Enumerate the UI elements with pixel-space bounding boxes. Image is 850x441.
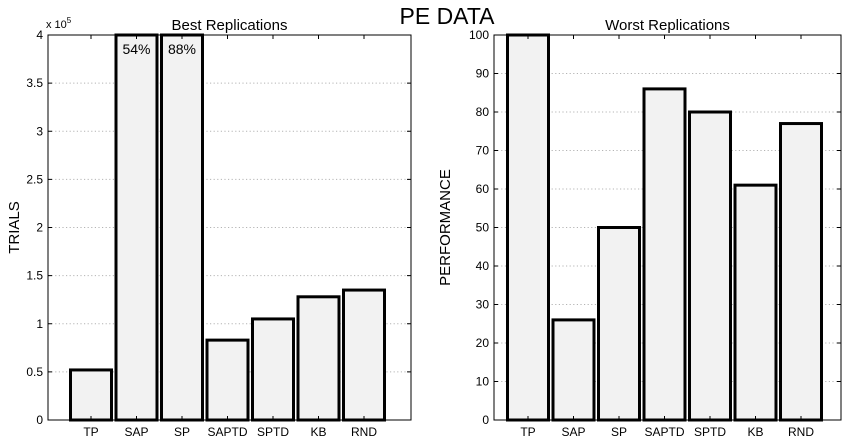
worst-x-tick-label-sap: SAP — [561, 425, 585, 439]
best-x-tick-label-tp: TP — [83, 425, 98, 439]
best-x-tick-label-rnd: RND — [351, 425, 377, 439]
worst-bar-tp — [506, 33, 550, 422]
worst-x-tick-label-sp: SP — [611, 425, 627, 439]
worst-bar-rnd — [779, 122, 823, 422]
figure-title: PE DATA — [400, 3, 496, 29]
best-x-tick-label-sp: SP — [174, 425, 190, 439]
best-chart-title: Best Replications — [172, 17, 288, 34]
worst-y-tick-label: 60 — [476, 182, 490, 196]
worst-replications-chart: 0 10 20 30 40 50 60 70 80 90 100 TP SAP SP SAPTD SPTD KB… — [437, 17, 842, 439]
worst-y-tick-label: 50 — [476, 221, 490, 235]
worst-y-tick-label: 0 — [482, 413, 489, 427]
best-scale-note: x 105 — [46, 16, 72, 31]
best-y-tick-label: 1 — [36, 317, 43, 331]
worst-x-tick-label-kb: KB — [747, 425, 763, 439]
best-y-tick-label: 1.5 — [26, 269, 43, 283]
best-y-tick-label: 4 — [36, 28, 43, 42]
worst-bar-saptd — [642, 87, 687, 422]
best-y-tick-label: 0.5 — [26, 365, 43, 379]
worst-x-tick-label-tp: TP — [520, 425, 535, 439]
best-x-tick-label-sap: SAP — [124, 425, 148, 439]
worst-x-tick-label-rnd: RND — [788, 425, 814, 439]
best-y-axis-title: TRIALS — [6, 201, 23, 254]
best-bar-tp — [69, 368, 113, 422]
best-bar-sap — [114, 33, 159, 422]
best-y-tick-label: 2 — [36, 221, 43, 235]
best-x-tick-label-kb: KB — [310, 425, 326, 439]
best-y-tick-label: 3.5 — [26, 76, 43, 90]
best-bar-sp — [160, 33, 204, 422]
best-bar-sptd — [251, 317, 295, 422]
worst-bar-sap — [551, 318, 596, 422]
worst-y-tick-label: 10 — [476, 375, 490, 389]
worst-y-tick-label: 90 — [476, 67, 490, 81]
worst-x-tick-label-saptd: SAPTD — [644, 425, 684, 439]
worst-bar-sp — [597, 226, 641, 422]
worst-y-axis-title: PERFORMANCE — [437, 169, 454, 286]
best-x-tick-label-saptd: SAPTD — [207, 425, 247, 439]
best-bar-rnd — [342, 288, 386, 422]
worst-y-tick-label: 100 — [469, 28, 489, 42]
worst-y-tick-label: 70 — [476, 144, 490, 158]
worst-bar-sptd — [688, 110, 732, 422]
worst-y-tick-label: 80 — [476, 105, 490, 119]
best-y-tick-label: 2.5 — [26, 172, 43, 186]
worst-y-tick-label: 40 — [476, 259, 490, 273]
best-bar-kb — [296, 295, 341, 422]
best-y-tick-label: 0 — [36, 413, 43, 427]
worst-bar-kb — [733, 183, 778, 422]
worst-chart-title: Worst Replications — [605, 17, 730, 34]
best-bar-saptd — [205, 338, 250, 422]
worst-y-tick-label: 30 — [476, 298, 490, 312]
worst-x-tick-label-sptd: SPTD — [694, 425, 726, 439]
best-annotation-sp: 88% — [168, 41, 196, 57]
best-y-tick-label: 3 — [36, 124, 43, 138]
best-annotation-sap: 54% — [122, 41, 150, 57]
worst-y-tick-label: 20 — [476, 336, 490, 350]
best-replications-chart: 0 0.5 1 1.5 2 2.5 3 3.5 4 TP SAP SP SAPTD SPTD KB RND Be… — [6, 16, 412, 439]
best-x-tick-label-sptd: SPTD — [257, 425, 289, 439]
